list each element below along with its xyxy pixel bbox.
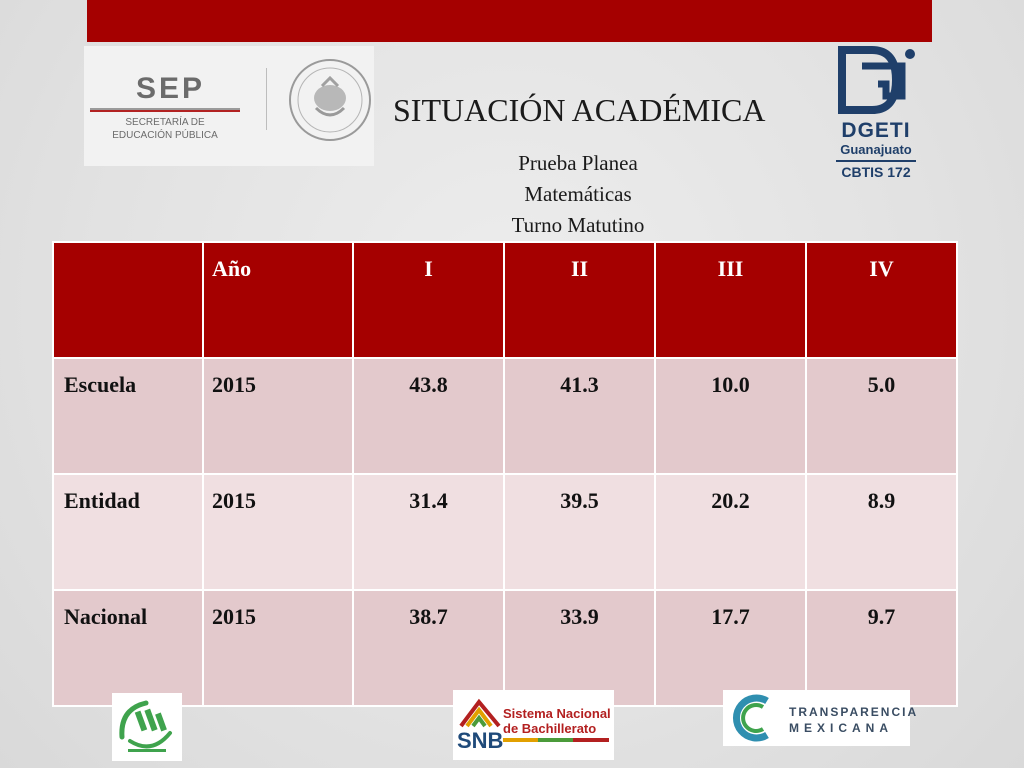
header-cell-year: Año <box>202 241 354 359</box>
transparencia-mexicana-logo: TRANSPARENCIA MEXICANA <box>723 690 916 746</box>
row-value-level-4: 9.7 <box>805 589 958 707</box>
row-year: 2015 <box>202 589 354 707</box>
mexican-coat-of-arms-seal-icon <box>289 59 371 141</box>
subtitle-shift: Turno Matutino <box>511 213 645 237</box>
dgeti-state-text: Guanajuato <box>840 142 912 157</box>
sep-divider-gray <box>90 108 240 110</box>
row-value-level-2: 39.5 <box>503 473 656 591</box>
row-year: 2015 <box>202 473 354 591</box>
table-row: Escuela 2015 43.8 41.3 10.0 5.0 <box>52 357 958 475</box>
row-value-level-3: 20.2 <box>654 473 807 591</box>
row-value-level-2: 33.9 <box>503 589 656 707</box>
transparencia-line2: MEXICANA <box>789 721 894 735</box>
dgeti-divider <box>836 160 916 162</box>
snb-color-bar <box>503 738 609 742</box>
header-cell-blank <box>52 241 204 359</box>
table-row: Entidad 2015 31.4 39.5 20.2 8.9 <box>52 473 958 591</box>
row-value-level-4: 5.0 <box>805 357 958 475</box>
row-value-level-1: 31.4 <box>352 473 505 591</box>
dgeti-logo: DGETI Guanajuato CBTIS 172 <box>832 44 920 184</box>
subtitle-block: Prueba Planea Matemáticas Turno Matutino <box>478 148 678 241</box>
results-table: Año I II III IV Escuela 2015 43.8 41.3 1… <box>52 241 958 707</box>
mexicanos-primero-icon <box>119 700 172 752</box>
header-cell-level-4: IV <box>805 241 958 359</box>
row-value-level-1: 38.7 <box>352 589 505 707</box>
transparencia-line1: TRANSPARENCIA <box>789 705 919 719</box>
table-header-row: Año I II III IV <box>52 241 958 359</box>
row-value-level-3: 10.0 <box>654 357 807 475</box>
dgeti-logo-text: DGETI <box>841 119 911 142</box>
snb-logo-text: Sistema Nacional de Bachillerato <box>503 706 611 736</box>
snb-emblem-icon <box>459 698 501 728</box>
sep-logo: SEP SECRETARÍA DE EDUCACIÓN PÚBLICA <box>84 46 374 166</box>
transparencia-logo-text: TRANSPARENCIA MEXICANA <box>789 704 918 736</box>
row-year: 2015 <box>202 357 354 475</box>
header-cell-level-3: III <box>654 241 807 359</box>
subtitle-exam: Prueba Planea <box>518 151 638 175</box>
top-accent-bar <box>87 0 932 42</box>
sep-divider-red <box>90 110 240 112</box>
dgeti-school-text: CBTIS 172 <box>841 164 911 180</box>
snb-name-line1: Sistema Nacional <box>503 706 611 721</box>
snb-abbreviation: SNB <box>457 728 504 753</box>
row-value-level-4: 8.9 <box>805 473 958 591</box>
row-value-level-2: 41.3 <box>503 357 656 475</box>
row-label: Escuela <box>52 357 204 475</box>
transparencia-circle-icon <box>733 694 769 742</box>
sep-logo-text: SEP <box>136 72 206 105</box>
mexicanos-primero-logo <box>112 693 182 761</box>
row-label: Nacional <box>52 589 204 707</box>
page-title: SITUACIÓN ACADÉMICA <box>393 92 766 128</box>
sep-sub-line1: SECRETARÍA DE <box>125 117 205 128</box>
dgeti-emblem-icon <box>838 46 915 114</box>
sep-vertical-divider <box>266 68 267 130</box>
row-label: Entidad <box>52 473 204 591</box>
header-cell-level-1: I <box>352 241 505 359</box>
header-cell-level-2: II <box>503 241 656 359</box>
subtitle-subject: Matemáticas <box>524 182 632 206</box>
row-value-level-3: 17.7 <box>654 589 807 707</box>
snb-name-line2: de Bachillerato <box>503 721 597 736</box>
snb-logo: Sistema Nacional de Bachillerato SNB <box>453 690 614 760</box>
row-value-level-1: 43.8 <box>352 357 505 475</box>
sep-sub-line2: EDUCACIÓN PÚBLICA <box>112 130 218 141</box>
sep-logo-subtitle: SECRETARÍA DE EDUCACIÓN PÚBLICA <box>110 116 220 142</box>
table-row: Nacional 2015 38.7 33.9 17.7 9.7 <box>52 589 958 707</box>
